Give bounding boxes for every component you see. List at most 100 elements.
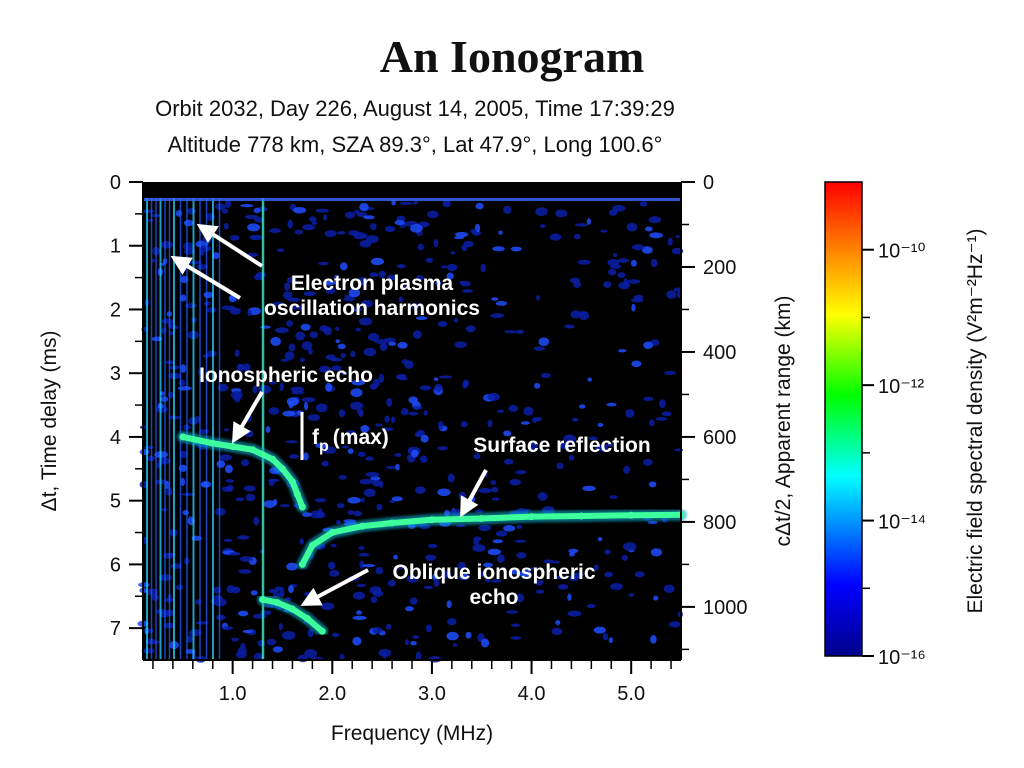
noise-blob [278, 623, 283, 631]
noise-blob [359, 560, 365, 569]
noise-blob [353, 510, 363, 517]
noise-blob [219, 454, 233, 461]
noise-blob [516, 329, 525, 334]
trace-point [288, 605, 296, 613]
noise-blob [577, 259, 591, 265]
noise-blob [666, 290, 677, 299]
noise-blob [653, 595, 659, 601]
noise-blob [290, 386, 305, 393]
noise-blob [224, 464, 233, 474]
noise-blob [417, 243, 424, 251]
trace-point [269, 455, 276, 463]
noise-blob [279, 382, 285, 392]
noise-blob [238, 610, 249, 617]
noise-blob [263, 500, 276, 509]
noise-blob [350, 388, 363, 398]
noise-blob [406, 575, 419, 583]
noise-blob [300, 323, 311, 331]
noise-blob [338, 475, 347, 480]
noise-blob [146, 588, 158, 596]
noise-blob [570, 310, 581, 319]
noise-blob [277, 248, 285, 252]
noise-blob [308, 348, 313, 355]
noise-blob [438, 375, 453, 379]
noise-blob [282, 410, 296, 417]
noise-blob [231, 637, 239, 642]
noise-blob [186, 635, 193, 643]
noise-blob [269, 381, 277, 385]
noise-blob [490, 480, 497, 485]
noise-blob [535, 579, 544, 586]
noise-blob [487, 392, 500, 401]
noise-blob [446, 600, 452, 609]
noise-blob [440, 265, 448, 269]
noise-blob [287, 219, 293, 229]
noise-blob [229, 552, 241, 556]
noise-blob [608, 268, 617, 276]
noise-blob [503, 525, 516, 532]
noise-blob [339, 653, 345, 661]
noise-blob [322, 446, 337, 454]
noise-blob [319, 325, 329, 332]
noise-blob [457, 561, 466, 571]
noise-blob [309, 216, 317, 223]
noise-blob [230, 390, 243, 400]
noise-blob [356, 277, 369, 286]
noise-blob [388, 341, 397, 346]
noise-blob [558, 584, 569, 590]
noise-blob [414, 431, 422, 438]
noise-blob [369, 272, 379, 278]
noise-blob [302, 224, 315, 231]
noise-blob [180, 477, 185, 487]
noise-blob [216, 460, 226, 468]
noise-blob [454, 341, 467, 348]
noise-blob [515, 470, 527, 475]
y-axis-label-left: Δt, Time delay (ms) [38, 331, 61, 512]
noise-blob [483, 562, 493, 568]
noise-blob [631, 303, 636, 312]
noise-blob [224, 199, 232, 209]
noise-blob [286, 320, 293, 327]
noise-blob [437, 321, 448, 327]
noise-blob [516, 524, 523, 529]
noise-blob [334, 274, 339, 281]
trace-point [209, 439, 217, 447]
noise-blob [200, 245, 212, 252]
noise-blob [350, 350, 356, 358]
noise-blob [365, 456, 375, 461]
noise-blob [593, 626, 607, 634]
noise-blob [288, 343, 296, 352]
noise-blob [358, 552, 370, 557]
harmonics-label-line2: oscillation harmonics [264, 297, 480, 320]
trace-point [478, 515, 486, 522]
noise-blob [538, 337, 550, 347]
noise-blob [487, 548, 501, 556]
noise-blob [249, 234, 262, 241]
noise-blob [341, 371, 347, 375]
noise-blob [196, 264, 208, 270]
noise-blob [207, 350, 217, 358]
noise-blob [659, 399, 666, 408]
noise-blob [284, 282, 291, 291]
noise-blob [605, 443, 616, 447]
noise-blob [242, 629, 254, 634]
noise-blob [475, 202, 484, 210]
noise-blob [621, 554, 628, 561]
noise-blob [555, 209, 568, 218]
noise-blob [433, 239, 439, 248]
noise-blob [272, 646, 283, 653]
noise-blob [495, 301, 508, 306]
noise-blob [492, 246, 505, 252]
noise-blob [446, 631, 459, 641]
noise-blob [567, 593, 572, 601]
colorbar [824, 181, 863, 657]
noise-blob [514, 539, 527, 543]
noise-blob [337, 343, 346, 350]
noise-blob [639, 201, 648, 207]
noise-blob [365, 235, 379, 244]
noise-blob [363, 488, 376, 497]
noise-blob [237, 364, 243, 368]
noise-blob [401, 359, 409, 365]
surface-reflection-label: Surface reflection [473, 434, 650, 457]
noise-blob [359, 202, 369, 212]
